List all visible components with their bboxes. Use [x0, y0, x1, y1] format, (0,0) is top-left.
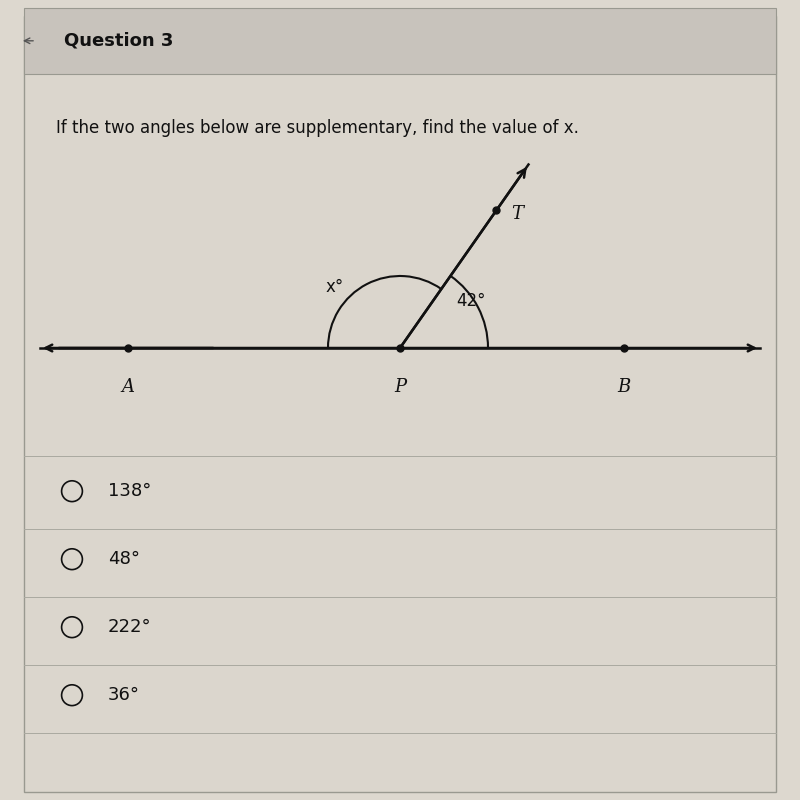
Text: 222°: 222°	[108, 618, 152, 636]
Text: x°: x°	[326, 278, 344, 296]
Text: A: A	[122, 378, 134, 397]
Text: 48°: 48°	[108, 550, 140, 568]
Text: T: T	[510, 206, 522, 223]
Text: 42°: 42°	[456, 292, 486, 310]
FancyBboxPatch shape	[24, 8, 776, 74]
Text: B: B	[618, 378, 630, 397]
Text: Question 3: Question 3	[64, 32, 174, 50]
FancyBboxPatch shape	[24, 16, 776, 792]
Text: P: P	[394, 378, 406, 397]
Text: 36°: 36°	[108, 686, 140, 704]
Text: 138°: 138°	[108, 482, 151, 500]
Text: If the two angles below are supplementary, find the value of x.: If the two angles below are supplementar…	[56, 119, 579, 137]
